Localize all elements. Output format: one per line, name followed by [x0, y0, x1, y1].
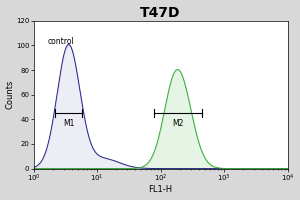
Title: T47D: T47D: [140, 6, 181, 20]
Text: M1: M1: [63, 119, 74, 128]
Text: M2: M2: [173, 119, 184, 128]
Y-axis label: Counts: Counts: [6, 80, 15, 109]
X-axis label: FL1-H: FL1-H: [148, 185, 172, 194]
Text: control: control: [48, 37, 74, 46]
